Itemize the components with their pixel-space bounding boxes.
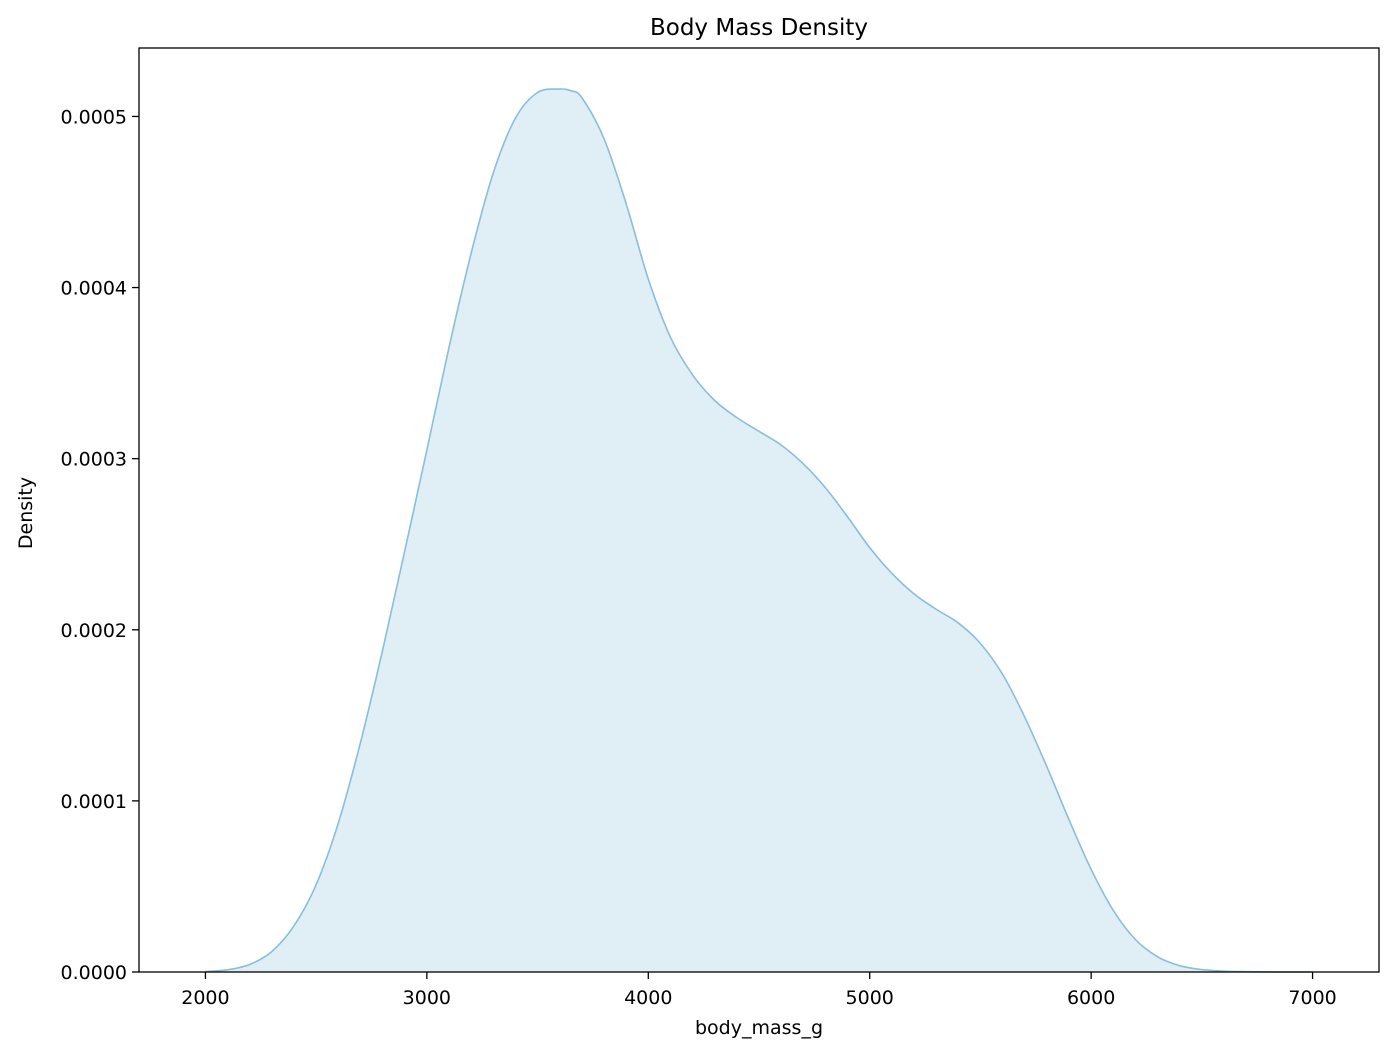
plot-area (205, 88, 1313, 973)
x-tick-label: 3000 (403, 987, 451, 1009)
y-tick-label: 0.0005 (61, 106, 127, 128)
density-fill-area (205, 88, 1313, 973)
plot-frame (138, 47, 1380, 973)
x-tick-label: 5000 (846, 987, 894, 1009)
x-tick-label: 7000 (1288, 987, 1336, 1009)
x-tick-label: 4000 (624, 987, 672, 1009)
y-axis: 0.0000 0.0001 0.0002 0.0003 0.0004 0.0005 (61, 106, 139, 984)
x-tick-label: 6000 (1067, 987, 1115, 1009)
y-tick-label: 0.0003 (61, 449, 127, 471)
density-curve (205, 88, 1313, 973)
x-tick-label: 2000 (181, 987, 229, 1009)
y-tick-label: 0.0004 (61, 278, 127, 300)
y-tick-label: 0.0002 (61, 620, 127, 642)
x-axis: 2000 3000 4000 5000 6000 7000 (181, 972, 1337, 1009)
x-axis-label: body_mass_g (695, 1017, 823, 1039)
y-axis-label: Density (15, 477, 37, 549)
chart-title: Body Mass Density (650, 15, 868, 41)
y-tick-label: 0.0000 (61, 962, 127, 984)
y-tick-label: 0.0001 (61, 791, 127, 813)
